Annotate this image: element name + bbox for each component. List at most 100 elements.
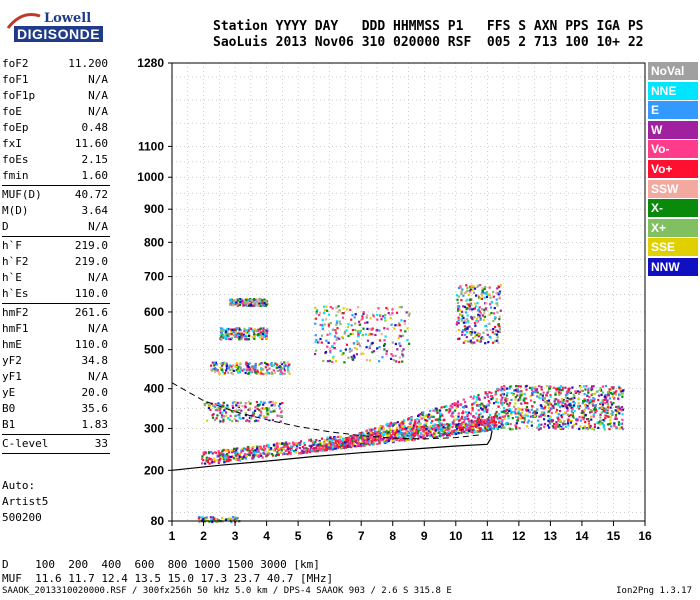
echo-point [501,392,504,395]
echo-point [362,312,365,315]
echo-point [485,292,488,295]
echo-point [298,446,301,450]
echo-point [621,418,624,421]
echo-point [388,437,391,440]
echo-point [242,334,245,338]
echo-point [592,428,596,431]
param-row: M(D) 3.64 [2,203,110,219]
echo-point [515,425,518,429]
echo-point [283,365,286,368]
echo-point [221,411,224,414]
echo-point [422,437,425,440]
echo-point [232,302,235,305]
echo-point [560,416,563,419]
echo-point [290,445,293,448]
echo-point [502,402,505,405]
echo-point [492,319,495,323]
echo-point [401,350,404,353]
echo-point [473,307,476,310]
echo-point [514,402,517,405]
echo-point [204,462,207,465]
echo-point [243,330,246,333]
echo-point [240,449,243,452]
echo-point [219,457,222,460]
echo-point [481,289,484,293]
echo-point [380,318,383,321]
dashed-profile-curve [171,382,482,440]
param-value: N/A [88,370,108,383]
echo-point [470,421,473,424]
echo-point [467,423,470,426]
echo-point [429,409,432,412]
echo-point [548,387,551,390]
echo-point [317,443,320,446]
echo-point [467,319,470,323]
echo-point [398,360,401,364]
echo-point [468,290,471,293]
echo-point [389,313,392,316]
echo-point [509,428,512,431]
echo-point [272,443,275,446]
echo-point [238,414,241,417]
echo-point [262,327,265,330]
echo-point [210,364,213,367]
echo-point [311,441,314,445]
echo-point [383,339,386,342]
echo-point [487,341,490,344]
echo-point [278,365,282,368]
echo-point [446,426,449,429]
echo-point [241,457,244,460]
echo-point [547,410,551,413]
echo-point [230,330,233,333]
echo-point [613,424,616,427]
echo-point [498,291,501,294]
echo-point [232,518,236,521]
echo-point [322,446,325,449]
echo-point [606,415,609,418]
echo-point [490,391,493,394]
echo-point [567,419,570,423]
echo-point [272,410,275,413]
echo-point [345,437,348,440]
echo-point [592,413,595,416]
echo-point [271,454,275,457]
echo-point [414,421,417,424]
echo-point [557,399,560,403]
echo-point [247,329,250,332]
echo-point [604,402,607,405]
echo-point [571,426,574,429]
echo-point [481,428,484,431]
echo-point [351,440,354,443]
echo-point [351,441,354,444]
echo-point [372,313,375,316]
echo-point [478,297,482,300]
echo-point [477,416,480,420]
echo-point [558,423,561,427]
echo-point [245,368,248,371]
echo-point [593,425,596,429]
echo-point [246,453,249,456]
echo-point [583,425,586,428]
echo-point [325,305,328,308]
echo-point [590,415,593,418]
echo-point [303,444,306,447]
echo-point [304,450,307,453]
echo-point [469,291,472,294]
echo-point [383,441,386,444]
echo-point [361,434,364,437]
echo-point [427,413,431,416]
echo-point [226,454,229,457]
echo-point [243,301,246,304]
echo-point [441,422,444,425]
echo-point [232,411,235,414]
echo-point [219,420,222,423]
echo-point [371,439,374,443]
echo-point [254,451,257,454]
echo-point [403,425,406,428]
echo-point [228,418,232,421]
echo-point [244,457,247,460]
echo-point [470,316,473,319]
echo-point [495,410,498,413]
echo-point [355,353,358,356]
echo-point [211,460,214,463]
